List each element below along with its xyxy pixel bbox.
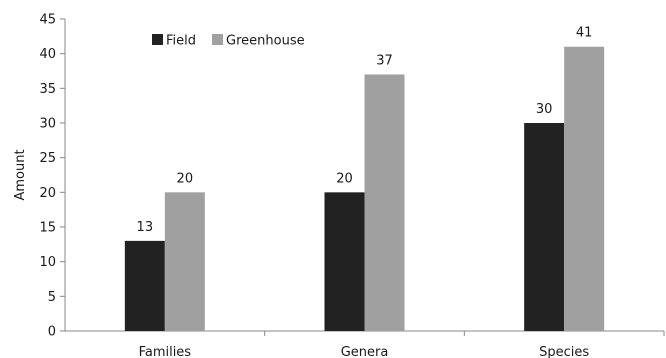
data-label: 30 [536, 102, 553, 117]
data-label: 20 [177, 171, 194, 186]
bar-field-families [124, 240, 165, 331]
y-tick-label: 5 [48, 290, 56, 305]
data-label: 13 [137, 220, 154, 235]
y-tick-label: 25 [39, 151, 56, 166]
y-tick-label: 0 [48, 325, 56, 340]
y-tick-label: 15 [39, 221, 56, 236]
x-tick-label: Genera [341, 345, 389, 358]
x-tick-label: Families [139, 345, 192, 358]
data-label: 20 [336, 171, 353, 186]
y-axis: 0 5 10 15 20 25 30 35 40 45 [39, 13, 66, 340]
data-labels: 13 20 20 37 30 41 [137, 26, 593, 235]
y-tick-label: 20 [39, 186, 56, 201]
x-axis: Families Genera Species [65, 330, 665, 358]
bar-field-genera [324, 192, 365, 331]
y-tick-label: 45 [39, 13, 56, 28]
y-axis-title: Amount [13, 149, 28, 200]
legend: Field Greenhouse [152, 34, 305, 49]
bar-greenhouse-species [564, 46, 605, 331]
bar-greenhouse-genera [364, 74, 405, 331]
y-tick-label: 10 [39, 255, 56, 270]
legend-swatch [212, 34, 224, 45]
x-tick-label: Species [539, 345, 589, 358]
legend-swatch [152, 34, 163, 45]
legend-label: Greenhouse [226, 34, 305, 49]
y-tick-label: 30 [39, 117, 56, 132]
legend-label: Field [166, 34, 196, 49]
data-label: 37 [376, 53, 393, 68]
bars [124, 46, 605, 331]
bar-greenhouse-families [164, 192, 205, 331]
bar-field-species [524, 123, 565, 331]
y-tick-label: 35 [39, 82, 56, 97]
data-label: 41 [576, 26, 593, 41]
y-tick-label: 40 [39, 47, 56, 62]
